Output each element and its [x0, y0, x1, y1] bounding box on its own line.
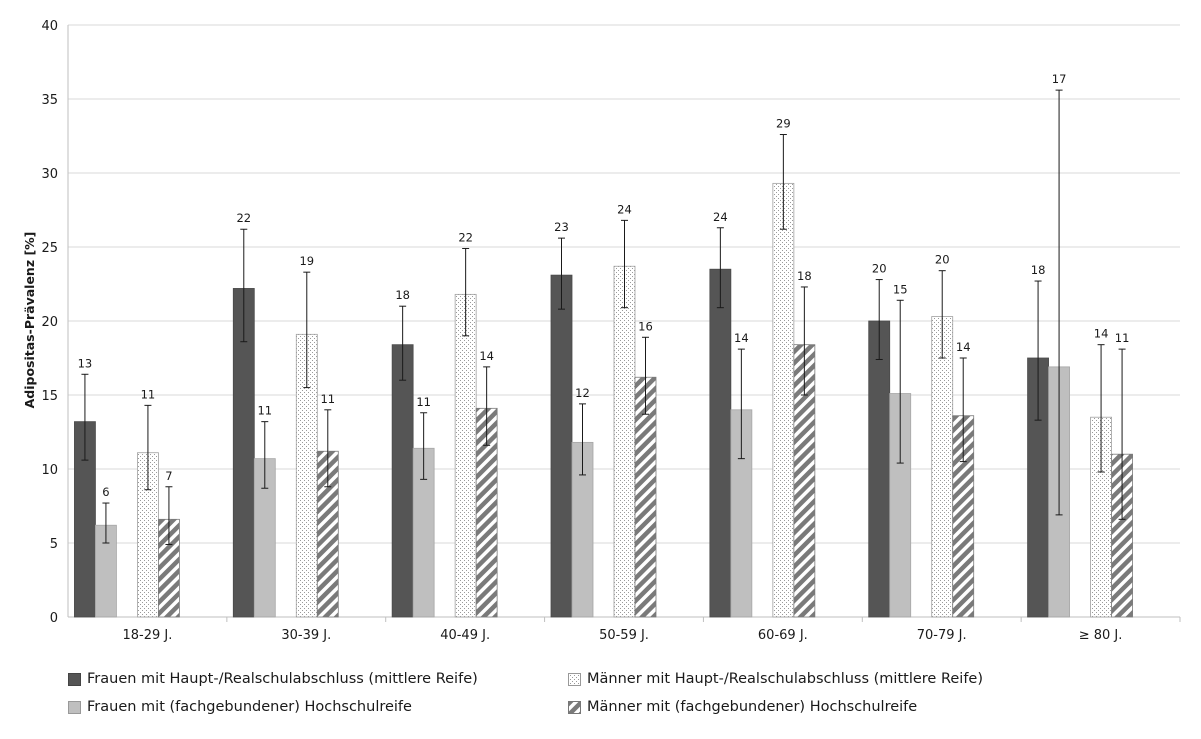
- data-label: 22: [236, 211, 251, 225]
- legend-swatch-solid-light: [68, 700, 81, 714]
- x-tick-label: 70-79 J.: [917, 628, 967, 643]
- bar: [454, 293, 477, 618]
- bar: [391, 344, 414, 618]
- bar: [931, 316, 954, 618]
- y-tick-label: 40: [41, 19, 58, 34]
- data-label: 20: [935, 253, 950, 267]
- legend-item-frauen-mittlere-reife: Frauen mit Haupt-/Realschulabschluss (mi…: [68, 668, 478, 690]
- data-label: 24: [617, 202, 632, 216]
- data-label: 18: [395, 288, 410, 302]
- data-label: 11: [257, 404, 272, 418]
- x-tick-label: 60-69 J.: [758, 628, 808, 643]
- bar: [613, 265, 636, 618]
- legend-swatch-solid-dark: [68, 672, 81, 686]
- data-labels: 13 6 11 7 22 11 19 11 18 11 22 14 23 12 24 16 24 14 29 18 20…: [78, 72, 1130, 499]
- data-label: 11: [141, 387, 156, 401]
- y-tick-label: 0: [50, 611, 58, 626]
- bar: [772, 182, 795, 618]
- bar: [868, 320, 891, 618]
- legend-label: Frauen mit Haupt-/Realschulabschluss (mi…: [87, 671, 478, 687]
- data-label: 18: [797, 269, 812, 283]
- x-tick-label: 30-39 J.: [281, 628, 331, 643]
- x-tick-label: 40-49 J.: [440, 628, 490, 643]
- y-tick-label: 35: [41, 93, 58, 108]
- data-label: 23: [554, 220, 569, 234]
- bar-chart: 0 5 10 15 20 25 30 35 40 18-29 J. 30-39 J. 40-49 J.…: [22, 19, 1181, 643]
- bar: [550, 274, 573, 618]
- legend-swatch-hatched: [568, 700, 581, 714]
- bar: [709, 268, 732, 618]
- data-label: 7: [165, 469, 172, 483]
- data-label: 20: [872, 262, 887, 276]
- data-label: 12: [575, 386, 590, 400]
- bars: [74, 182, 1133, 618]
- y-tick-label: 30: [41, 167, 58, 182]
- legend-label: Männer mit (fachgebundener) Hochschulrei…: [587, 699, 918, 715]
- x-tick-label: 50-59 J.: [599, 628, 649, 643]
- data-label: 17: [1052, 72, 1067, 86]
- legend-label: Männer mit Haupt-/Realschulabschluss (mi…: [587, 671, 983, 687]
- y-tick-label: 15: [41, 389, 58, 404]
- data-label: 15: [893, 282, 908, 296]
- legend: Frauen mit Haupt-/Realschulabschluss (mi…: [68, 668, 1068, 722]
- data-label: 13: [78, 356, 93, 370]
- data-label: 18: [1031, 263, 1046, 277]
- data-label: 29: [776, 117, 791, 131]
- data-label: 16: [638, 319, 653, 333]
- data-label: 14: [734, 331, 749, 345]
- x-tick-label: ≥ 80 J.: [1079, 628, 1123, 643]
- data-label: 24: [713, 210, 728, 224]
- legend-swatch-dotted: [568, 672, 581, 686]
- legend-item-maenner-mittlere-reife: Männer mit Haupt-/Realschulabschluss (mi…: [568, 668, 983, 690]
- legend-label: Frauen mit (fachgebundener) Hochschulrei…: [87, 699, 412, 715]
- error-bars: [81, 89, 1126, 545]
- y-tick-label: 20: [41, 315, 58, 330]
- axes: 0 5 10 15 20 25 30 35 40 18-29 J. 30-39 J. 40-49 J.…: [41, 19, 1181, 643]
- data-label: 14: [956, 340, 971, 354]
- data-label: 11: [1115, 331, 1130, 345]
- y-tick-label: 5: [50, 537, 58, 552]
- y-axis-title: Adipositas-Prävalenz [%]: [22, 232, 37, 409]
- data-label: 19: [299, 254, 314, 268]
- data-label: 6: [102, 485, 109, 499]
- data-label: 11: [320, 392, 335, 406]
- y-tick-label: 10: [41, 463, 58, 478]
- y-tick-label: 25: [41, 241, 58, 256]
- data-label: 14: [479, 349, 494, 363]
- legend-item-maenner-hochschulreife: Männer mit (fachgebundener) Hochschulrei…: [568, 696, 917, 718]
- legend-item-frauen-hochschulreife: Frauen mit (fachgebundener) Hochschulrei…: [68, 696, 412, 718]
- x-tick-label: 18-29 J.: [122, 628, 172, 643]
- data-label: 11: [416, 395, 431, 409]
- data-label: 22: [458, 230, 473, 244]
- data-label: 14: [1094, 327, 1109, 341]
